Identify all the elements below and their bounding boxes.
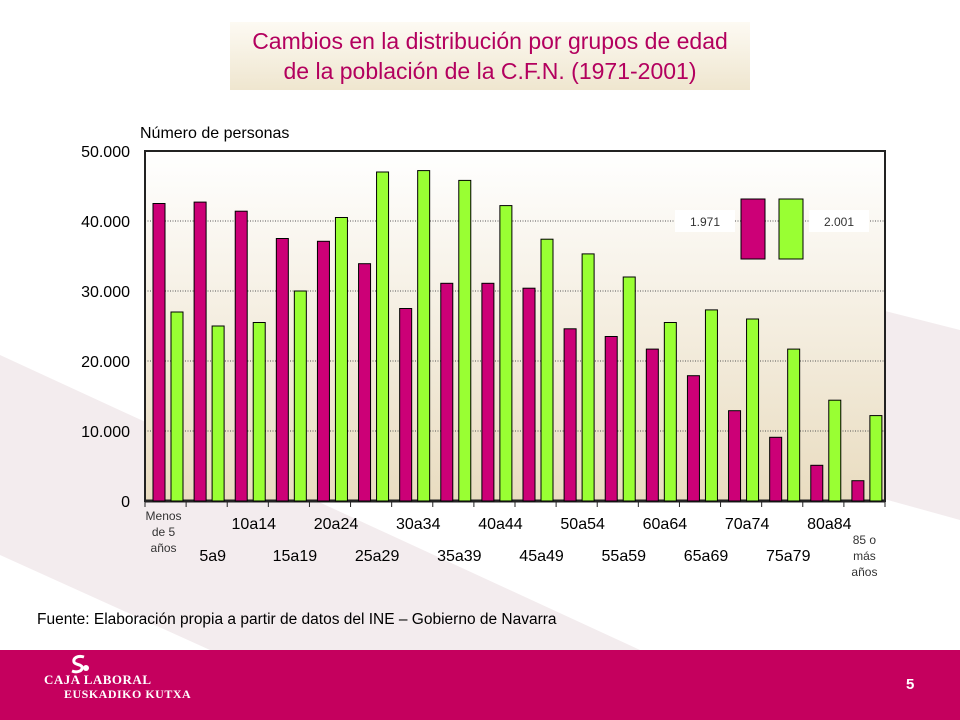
x-category-label: 65a69 [684, 548, 729, 565]
x-category-label: 30a34 [396, 516, 441, 533]
x-category-label: 45a49 [519, 548, 564, 565]
bar-2001 [828, 399, 842, 502]
y-tick-label: 10.000 [81, 424, 130, 441]
page-number: 5 [906, 676, 915, 693]
bar-2001 [787, 348, 801, 502]
bar-1971 [275, 238, 289, 502]
bar-2001 [293, 290, 307, 502]
bar-2001 [746, 318, 760, 502]
bar-1971 [728, 410, 742, 502]
bar-1971 [193, 201, 207, 502]
bar-2001 [170, 311, 184, 502]
bar-2001 [663, 322, 677, 502]
x-category-label: 20a24 [314, 516, 359, 533]
bar-1971 [522, 287, 536, 502]
legend-label-2001: 2.001 [824, 215, 854, 229]
x-category-label: años [851, 565, 877, 579]
bar-2001 [622, 276, 636, 502]
bar-1971 [563, 328, 577, 502]
x-category-label: 40a44 [478, 516, 523, 533]
x-category-label: 10a14 [232, 516, 277, 533]
bar-1971 [810, 464, 824, 502]
x-category-label: 85 o [853, 533, 877, 547]
bar-2001 [211, 325, 225, 502]
bar-chart: 0 10.000 20.000 30.000 40.000 50.000 Número de… [81, 125, 886, 579]
y-tick-label: 20.000 [81, 354, 130, 371]
x-category-label: años [151, 541, 177, 555]
legend-label-1971: 1.971 [690, 215, 720, 229]
x-category-label: 15a19 [273, 548, 318, 565]
x-category-label: 60a64 [643, 516, 688, 533]
bar-1971 [851, 480, 865, 502]
y-tick-label: 50.000 [81, 144, 130, 161]
chart-title: Cambios en la distribución por grupos de… [230, 22, 750, 90]
x-category-label: 50a54 [560, 516, 605, 533]
y-axis-label: Número de personas [140, 125, 289, 142]
x-category-label: 25a29 [355, 548, 400, 565]
bar-1971 [399, 308, 413, 502]
bar-1971 [686, 375, 700, 502]
bar-2001 [704, 309, 718, 502]
y-tick-label: 0 [121, 494, 130, 511]
footer-bar: CAJA LABORAL EUSKADIKO KUTXA 5 [0, 650, 960, 720]
source-note: Fuente: Elaboración propia a partir de d… [37, 611, 557, 628]
bar-1971 [604, 336, 618, 502]
title-line-1: Cambios en la distribución por grupos de… [252, 28, 728, 54]
legend-label-box [809, 210, 869, 232]
bar-2001 [458, 179, 472, 502]
legend-swatch-2001 [778, 198, 804, 260]
bar-1971 [481, 282, 495, 502]
x-category-label: 75a79 [766, 548, 811, 565]
bar-2001 [869, 415, 883, 502]
bar-2001 [499, 205, 513, 502]
bar-1971 [152, 203, 166, 502]
y-tick-label: 40.000 [81, 214, 130, 231]
bar-2001 [540, 238, 554, 502]
x-category-label: 5a9 [199, 548, 226, 565]
bar-2001 [252, 322, 266, 502]
bar-2001 [581, 253, 595, 502]
bar-1971 [316, 240, 330, 502]
bar-2001 [334, 217, 348, 502]
x-category-label: de 5 [152, 525, 176, 539]
x-category-label: 80a84 [807, 516, 852, 533]
x-category-label: Menos [146, 509, 182, 523]
y-tick-label: 30.000 [81, 284, 130, 301]
x-category-label: 55a59 [602, 548, 647, 565]
bar-1971 [769, 436, 783, 502]
bar-2001 [417, 170, 431, 502]
bar-1971 [440, 282, 454, 502]
logo-text-line1: CAJA LABORAL [44, 672, 152, 687]
caja-laboral-logo-icon [71, 654, 89, 674]
bar-2001 [376, 171, 390, 502]
x-category-label: 35a39 [437, 548, 482, 565]
title-line-2: de la población de la C.F.N. (1971-2001) [283, 58, 697, 84]
x-category-label: 70a74 [725, 516, 770, 533]
bar-1971 [645, 348, 659, 502]
bar-1971 [234, 210, 248, 502]
bar-1971 [358, 263, 372, 502]
logo-text-line2: EUSKADIKO KUTXA [64, 687, 192, 701]
legend-swatch-1971 [740, 198, 766, 260]
x-category-label: más [853, 549, 876, 563]
legend-label-box [675, 210, 735, 232]
